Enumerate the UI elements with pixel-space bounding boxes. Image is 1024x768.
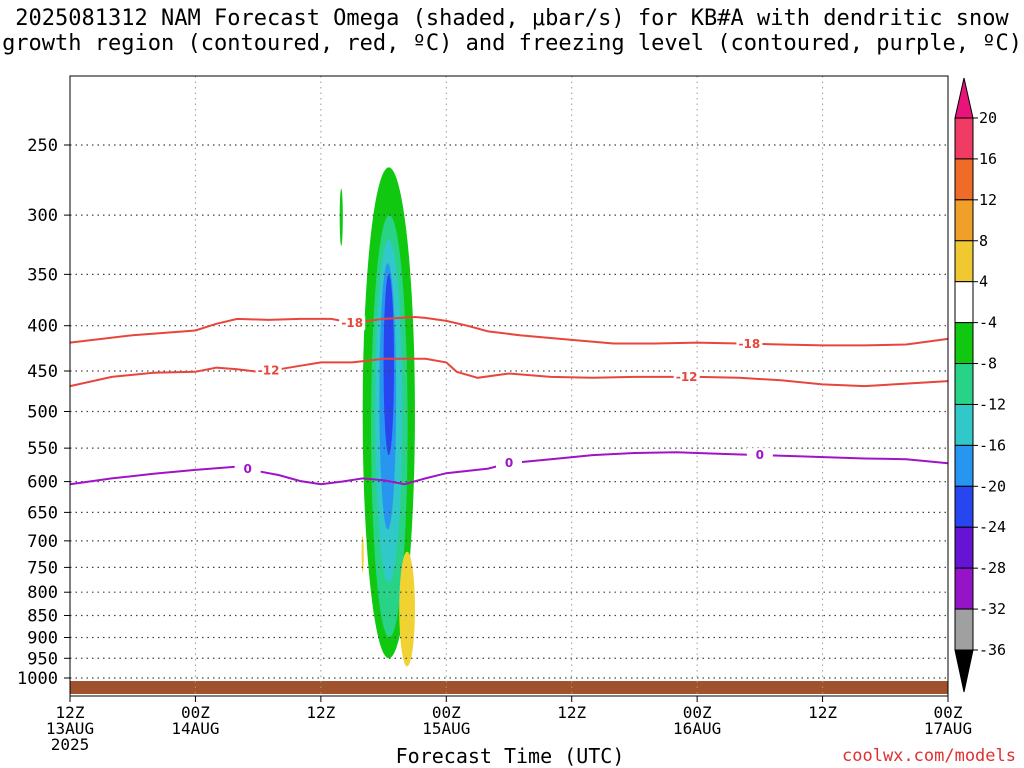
y-tick-label-450: 450	[27, 362, 58, 382]
colorbar-bin-0	[954, 117, 974, 160]
temperature-contours: -18 -18 -12 -12 0 0 0	[69, 315, 949, 486]
x-tick-label-1-0: 00Z	[181, 703, 210, 722]
colorbar-bin-2	[954, 199, 974, 242]
colorbar-bin-9	[954, 485, 974, 528]
x-axis-label: Forecast Time (UTC)	[395, 744, 625, 768]
grid-lines	[69, 76, 949, 696]
colorbar-label-12: -32	[979, 600, 1006, 618]
omega-colorbar: 20 16 12 8 4 -4 -8 -12 -16 -20 -24 -28 -32 -36	[954, 77, 1006, 693]
x-tick-label-3-0: 00Z	[432, 703, 461, 722]
y-tick-label-1000: 1000	[17, 669, 58, 689]
colorbar-bin-11	[954, 567, 974, 610]
contour-label-0: 0	[505, 456, 513, 470]
colorbar-bin-12	[954, 608, 974, 651]
y-tick-label-950: 950	[27, 649, 58, 669]
contour-label-bg-2-1	[496, 456, 522, 471]
y-axis-ticks: 2503003504004505005506006507007508008509…	[17, 136, 70, 689]
x-tick-label-2-0: 12Z	[306, 703, 335, 722]
chart-title-line-2: growth region (contoured, red, ºC) and f…	[2, 31, 1022, 56]
contour-label--12: -12	[258, 364, 280, 378]
colorbar-label-10: -24	[979, 518, 1006, 536]
omega-region-6	[399, 551, 415, 667]
x-tick-label-0-1: 13AUG	[46, 719, 94, 738]
colorbar-label-8: -16	[979, 436, 1006, 454]
contour-label-bg-2-0	[234, 461, 261, 476]
x-tick-label-5-1: 16AUG	[673, 719, 721, 738]
contour-label-bg-1-0	[255, 363, 282, 378]
colorbar-label-5: -4	[979, 314, 997, 332]
omega-region-5	[383, 274, 395, 456]
x-tick-label-5-0: 00Z	[683, 703, 712, 722]
colorbar-top-arrow	[954, 77, 974, 119]
y-tick-label-400: 400	[27, 317, 58, 337]
contour-label-bg-1-1	[673, 369, 700, 384]
colorbar-bin-5	[954, 322, 974, 365]
ground-surface	[70, 681, 948, 694]
contour-label-bg-0-0	[339, 315, 366, 330]
x-tick-label-0-0: 12Z	[56, 703, 85, 722]
x-tick-label-4-0: 12Z	[557, 703, 586, 722]
y-tick-label-700: 700	[27, 532, 58, 552]
colorbar-label-1: 16	[979, 150, 997, 168]
contour-label-bg-0-1	[736, 336, 763, 351]
colorbar-bin-6	[954, 363, 974, 405]
y-tick-label-350: 350	[27, 265, 58, 285]
y-tick-label-800: 800	[27, 583, 58, 603]
colorbar-label-6: -8	[979, 355, 997, 373]
contour-dendritic--12	[69, 357, 949, 388]
x-tick-label-1-1: 14AUG	[171, 719, 219, 738]
colorbar-label-0: 20	[979, 109, 997, 127]
plot-area	[70, 76, 948, 696]
colorbar-bin-7	[954, 403, 974, 446]
omega-region-1	[339, 188, 343, 246]
colorbar-bin-1	[954, 158, 974, 201]
colorbar-bin-10	[954, 526, 974, 569]
y-tick-label-550: 550	[27, 439, 58, 459]
contour-label--18: -18	[739, 337, 761, 351]
colorbar-bottom-arrow	[954, 649, 974, 693]
colorbar-label-9: -20	[979, 477, 1006, 495]
contour-label--18: -18	[341, 316, 363, 330]
y-tick-label-650: 650	[27, 503, 58, 523]
colorbar-label-4: 4	[979, 273, 988, 291]
colorbar-bin-4	[954, 281, 974, 324]
y-tick-label-300: 300	[27, 206, 58, 226]
plot-background	[70, 76, 948, 696]
x-tick-label-7-1: 17AUG	[924, 719, 972, 738]
colorbar-label-2: 12	[979, 191, 997, 209]
y-tick-label-850: 850	[27, 607, 58, 627]
x-tick-label-6-0: 12Z	[808, 703, 837, 722]
colorbar-label-7: -12	[979, 395, 1006, 413]
ground-strip	[70, 681, 948, 694]
contour-label--12: -12	[676, 370, 698, 384]
omega-region-7	[361, 535, 364, 573]
y-tick-label-250: 250	[27, 136, 58, 156]
colorbar-bin-3	[954, 240, 974, 283]
x-tick-label-7-0: 00Z	[934, 703, 963, 722]
colorbar-bin-8	[954, 444, 974, 487]
y-tick-label-900: 900	[27, 628, 58, 648]
chart-title-line-1: 2025081312 NAM Forecast Omega (shaded, μ…	[15, 6, 1009, 31]
colorbar-label-11: -28	[979, 559, 1006, 577]
colorbar-label-3: 8	[979, 232, 988, 250]
colorbar-label-13: -36	[979, 641, 1006, 659]
y-tick-label-600: 600	[27, 473, 58, 493]
plot-frame	[69, 75, 949, 697]
x-tick-label-3-1: 15AUG	[422, 719, 470, 738]
credit-link[interactable]: coolwx.com/models	[842, 746, 1016, 766]
x-tick-label-0-2: 2025	[51, 735, 90, 754]
contour-label-bg-2-2	[746, 448, 773, 463]
y-tick-label-750: 750	[27, 558, 58, 578]
contour-dendritic--18	[69, 315, 949, 347]
contour-label-0: 0	[756, 448, 764, 462]
y-tick-label-500: 500	[27, 403, 58, 423]
contour-label-0: 0	[244, 462, 252, 476]
